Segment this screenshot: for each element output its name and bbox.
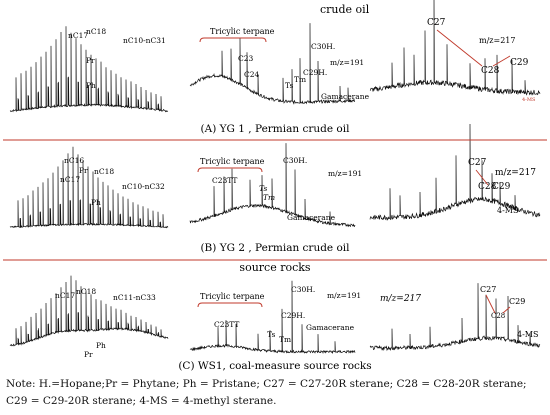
peak-label: C30H. (291, 285, 315, 294)
peak-label: Gamacerane (287, 213, 336, 222)
peak-label: C28 (478, 182, 497, 192)
peak-label: Tm (279, 335, 291, 344)
peak-label: nC18 (76, 287, 96, 296)
sterane-connector (475, 169, 489, 186)
peak-label: C29 (510, 58, 529, 68)
mz-label: m/z=191 (330, 58, 364, 67)
peak-label: C30H. (283, 156, 307, 165)
caption-a: (A) YG 1 , Permian crude oil (201, 123, 351, 135)
peak-label: nC16 (64, 156, 84, 165)
mz-label: m/z=191 (328, 169, 362, 178)
peak-label: nC17 (55, 291, 75, 300)
chromatogram-trace (369, 0, 541, 96)
sterane-connector (436, 29, 483, 67)
range-label: nC10-nC32 (122, 182, 165, 191)
peak-label: nC17 (68, 31, 88, 40)
peak-label: Ts (285, 81, 293, 90)
mz-label: m/z=217 (380, 294, 421, 304)
peak-label: Pr (84, 350, 93, 359)
header-source-rocks: source rocks (239, 261, 310, 274)
mz-label: m/z=217 (495, 168, 536, 178)
bracket-label: Tricylic terpane (210, 27, 275, 36)
peak-label: C29H. (281, 311, 305, 320)
peak-label: nC18 (94, 167, 114, 176)
peak-label: C27 (427, 18, 446, 28)
sterane-connector (492, 55, 511, 67)
tricyclic-bracket (199, 37, 267, 43)
header-crude-oil: crude oil (320, 3, 370, 16)
peak-label: Ts (267, 330, 275, 339)
peak-label: C23TT (212, 176, 237, 185)
peak-label: nC17 (60, 175, 80, 184)
bracket-label: Tricylic terpane (200, 292, 265, 301)
peak-label: Ph (91, 198, 101, 207)
sterane-connector (485, 294, 496, 314)
peak-label: C28 (481, 66, 500, 76)
chromatogram-trace (189, 23, 356, 105)
caption-b: (B) YG 2 , Permian crude oil (200, 242, 350, 254)
peak-label: 4-MS (517, 330, 538, 339)
peak-label: Ph (96, 341, 106, 350)
peak-label: C24 (244, 70, 260, 79)
range-label: nC10-nC31 (123, 36, 166, 45)
peak-label: C29 (509, 297, 525, 306)
peak-label: C30H. (311, 42, 335, 51)
range-label: nC11-nC33 (113, 293, 156, 302)
peak-label: Tm (263, 193, 275, 202)
peak-label: C23TT (214, 320, 239, 329)
peak-label: Pr (79, 166, 88, 175)
sterane-connector (502, 306, 511, 314)
peak-label: C27 (468, 158, 487, 168)
peak-label: C28 (491, 312, 505, 320)
chromatogram-trace (9, 146, 169, 229)
tricyclic-bracket (197, 302, 263, 308)
peak-label: 4-MS (522, 97, 536, 103)
peak-label: Ph (86, 81, 96, 90)
peak-label: C27 (480, 285, 496, 294)
peak-label: Gamacerane (321, 92, 370, 101)
peak-label: C29H. (303, 68, 327, 77)
tricyclic-bracket (197, 167, 263, 173)
chromatogram-trace (189, 143, 356, 228)
peak-label: C23 (238, 54, 254, 63)
peak-label: Tm (294, 75, 306, 84)
peak-label: nC18 (86, 27, 106, 36)
caption-c: (C) WS1, coal-measure source rocks (178, 360, 371, 372)
chromatogram-traces (9, 0, 541, 355)
bracket-label: Tricylic terpane (200, 157, 265, 166)
chromatogram-trace (189, 280, 356, 355)
chromatogram-trace (369, 283, 541, 352)
peak-label: Ts (259, 184, 267, 193)
chromatogram-trace (369, 123, 541, 221)
chromatogram-trace (9, 275, 169, 347)
peak-label: 4-MS (497, 206, 518, 215)
figure-note: Note: H.=Hopane;Pr = Phytane; Ph = Prist… (6, 378, 527, 407)
peak-label: C29 (492, 182, 511, 192)
chromatogram-trace (9, 26, 169, 113)
mz-label: m/z=191 (327, 291, 361, 300)
peak-label: Gamacerane (306, 323, 355, 332)
mz-label: m/z=217 (479, 36, 515, 45)
peak-label: Pr (86, 56, 95, 65)
